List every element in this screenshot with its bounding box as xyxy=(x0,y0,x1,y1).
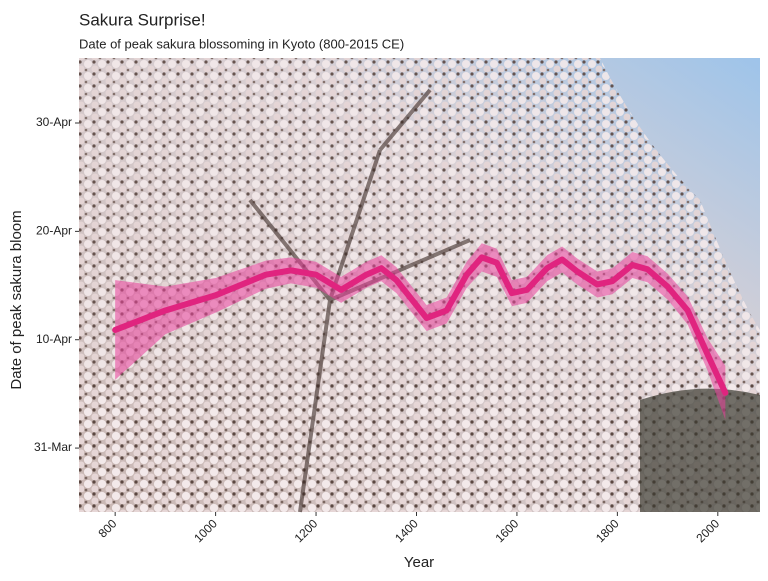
photo-background xyxy=(79,58,760,513)
chart-subtitle: Date of peak sakura blossoming in Kyoto … xyxy=(79,36,404,51)
x-tick-label: 1800 xyxy=(593,516,622,545)
x-tick-label: 2000 xyxy=(693,516,722,545)
y-tick-label: 30-Apr xyxy=(36,115,72,129)
chart-title: Sakura Surprise! xyxy=(79,10,206,29)
y-tick-label: 10-Apr xyxy=(36,332,72,346)
confidence-band xyxy=(115,243,726,420)
trend-line xyxy=(112,254,729,396)
x-tick-label: 1000 xyxy=(191,516,220,545)
y-axis-label: Date of peak sakura bloom xyxy=(8,210,25,389)
x-tick-label: 1200 xyxy=(292,516,321,545)
x-tick-label: 1600 xyxy=(493,516,522,545)
y-tick-label: 20-Apr xyxy=(36,224,72,238)
y-tick-label: 31-Mar xyxy=(34,440,72,454)
x-tick-label: 800 xyxy=(95,516,119,540)
x-tick-label: 1400 xyxy=(392,516,421,545)
x-axis-label: Year xyxy=(404,554,434,571)
